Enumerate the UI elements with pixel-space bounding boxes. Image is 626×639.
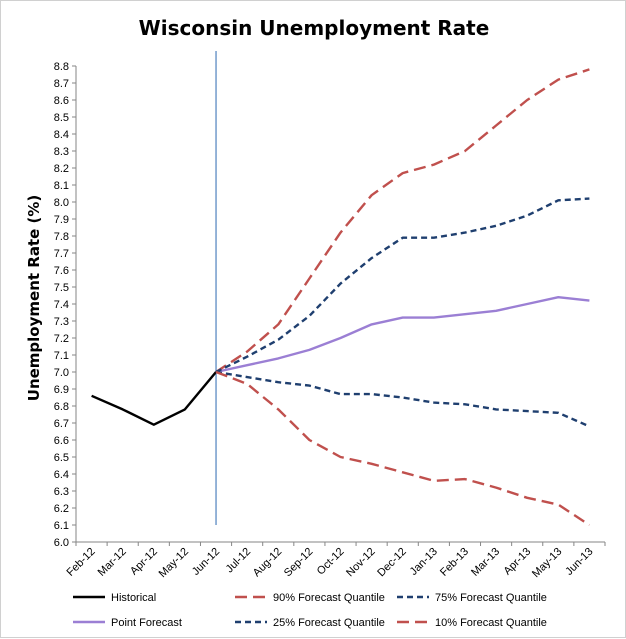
legend-label: Historical: [111, 592, 156, 604]
y-tick-label: 7.6: [54, 265, 69, 277]
x-tick-label: Jun-12: [190, 546, 222, 578]
y-tick-label: 7.7: [54, 248, 69, 260]
y-tick-label: 8.5: [54, 112, 69, 124]
x-tick-label: Jun-13: [563, 546, 595, 578]
y-tick-label: 6.7: [54, 418, 69, 430]
legend-item: Point Forecast: [73, 617, 182, 629]
y-tick-label: 7.5: [54, 282, 69, 294]
x-tick-label: Aug-12: [251, 546, 285, 580]
legend-item: 75% Forecast Quantile: [397, 592, 547, 604]
y-tick-label: 7.3: [54, 316, 69, 328]
y-tick-label: 6.4: [54, 469, 69, 481]
y-axis-label: Unemployment Rate (%): [25, 195, 43, 401]
legend-item: 10% Forecast Quantile: [397, 617, 547, 629]
y-tick-label: 8.8: [54, 61, 69, 73]
y-tick-label: 8.7: [54, 78, 69, 90]
x-tick-label: Jul-12: [224, 546, 254, 576]
x-tick-label: Nov-12: [344, 546, 378, 580]
y-tick-label: 7.4: [54, 299, 69, 311]
legend-label: 90% Forecast Quantile: [273, 592, 385, 604]
legend-item: 90% Forecast Quantile: [235, 592, 385, 604]
y-tick-label: 6.8: [54, 401, 69, 413]
y-tick-label: 8.2: [54, 163, 69, 175]
x-tick-label: Mar-12: [96, 546, 129, 579]
y-tick-label: 8.4: [54, 129, 69, 141]
y-tick-label: 6.1: [54, 520, 69, 532]
x-tick-label: Apr-12: [128, 546, 160, 578]
series-line-75pct-forecast-quantile: [215, 197, 590, 374]
y-tick-label: 8.1: [54, 180, 69, 192]
x-tick-label: Mar-13: [469, 546, 502, 579]
x-tick-label: Sep-12: [282, 546, 316, 580]
x-tick-label: May-13: [530, 546, 564, 580]
legend-item: Historical: [73, 592, 156, 604]
y-tick-label: 6.5: [54, 452, 69, 464]
legend-label: 10% Forecast Quantile: [435, 617, 547, 629]
y-tick-label: 8.0: [54, 197, 69, 209]
y-tick-label: 7.1: [54, 350, 69, 362]
series-lines: [91, 68, 591, 527]
x-tick-label: Feb-13: [438, 546, 471, 579]
x-tick-label: Apr-13: [501, 546, 533, 578]
legend-label: 75% Forecast Quantile: [435, 592, 547, 604]
series-line-historical: [91, 371, 217, 426]
chart-title: Wisconsin Unemployment Rate: [139, 16, 490, 40]
y-tick-label: 8.6: [54, 95, 69, 107]
legend-label: 25% Forecast Quantile: [273, 617, 385, 629]
series-line-90pct-forecast-quantile: [215, 68, 590, 374]
y-tick-label: 8.3: [54, 146, 69, 158]
y-tick-label: 7.8: [54, 231, 69, 243]
y-tick-label: 7.2: [54, 333, 69, 345]
legend: Historical 90% Forecast Quantile 75% Forec…: [73, 592, 547, 629]
legend-item: 25% Forecast Quantile: [235, 617, 385, 629]
x-tick-label: May-12: [157, 546, 191, 580]
x-tick-label: Feb-12: [65, 546, 98, 579]
y-tick-label: 7.0: [54, 367, 69, 379]
y-axis-ticks: 6.0 6.1 6.2 6.3 6.4 6.5 6.6 6.7 6.8 6.9 7.0 7.1 7.2 7…: [54, 61, 76, 549]
x-tick-label: Dec-12: [375, 546, 409, 580]
y-tick-label: 6.2: [54, 503, 69, 515]
axes: [75, 51, 605, 543]
y-tick-label: 6.3: [54, 486, 69, 498]
series-line-10pct-forecast-quantile: [215, 370, 591, 527]
x-tick-label: Jan-13: [408, 546, 440, 578]
y-tick-label: 7.9: [54, 214, 69, 226]
y-tick-label: 6.0: [54, 537, 69, 549]
x-tick-label: Oct-12: [315, 546, 347, 578]
series-line-25pct-forecast-quantile: [215, 370, 590, 428]
series-line-point-forecast: [215, 296, 590, 374]
y-tick-label: 6.6: [54, 435, 69, 447]
legend-label: Point Forecast: [111, 617, 182, 629]
y-tick-label: 6.9: [54, 384, 69, 396]
